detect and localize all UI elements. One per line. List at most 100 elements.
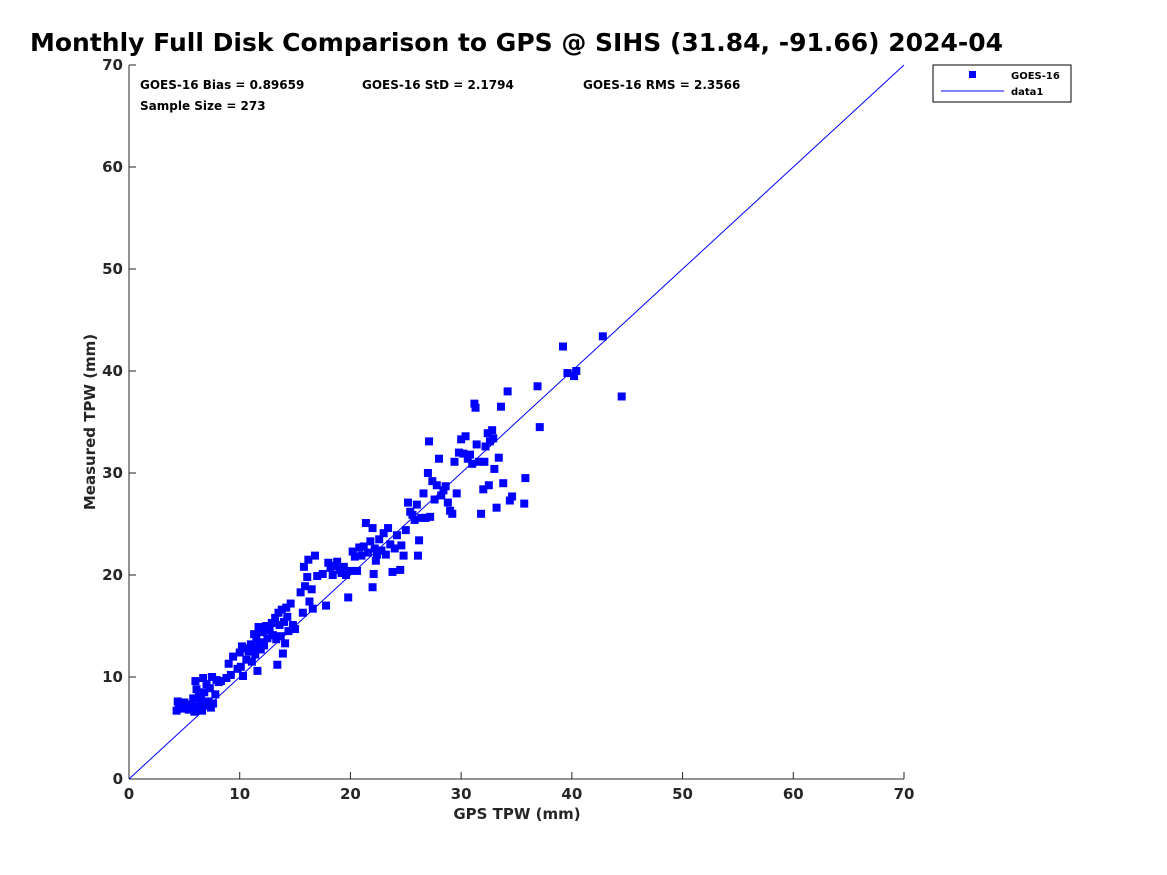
data-point <box>563 369 572 378</box>
legend-box <box>932 64 1072 103</box>
data-point <box>419 489 428 498</box>
data-point <box>468 459 477 468</box>
data-point <box>520 499 529 508</box>
data-point <box>192 685 201 694</box>
data-point <box>499 479 508 488</box>
data-point <box>229 652 238 661</box>
data-point <box>470 399 479 408</box>
legend-label-goes16: GOES-16 <box>1011 71 1060 82</box>
data-point <box>388 567 397 576</box>
data-point <box>392 531 401 540</box>
stat-std: GOES-16 StD = 2.1794 <box>362 78 514 92</box>
data-point <box>250 630 259 639</box>
data-point <box>301 582 310 591</box>
data-point <box>348 547 357 556</box>
data-point <box>483 429 492 438</box>
data-point <box>244 647 253 656</box>
data-point <box>484 481 493 490</box>
data-point <box>318 569 327 578</box>
y-tick-label: 20 <box>102 566 123 584</box>
data-point <box>448 509 457 518</box>
data-point <box>521 474 530 483</box>
data-point <box>257 628 266 637</box>
data-point <box>224 659 233 668</box>
data-point <box>371 556 380 565</box>
data-point <box>421 513 430 522</box>
data-point <box>503 387 512 396</box>
data-point <box>481 442 490 451</box>
data-point <box>441 482 450 491</box>
data-point <box>439 486 448 495</box>
data-point <box>397 541 406 550</box>
data-point <box>408 510 417 519</box>
x-axis-label: GPS TPW (mm) <box>453 805 580 823</box>
data-point <box>303 573 312 582</box>
data-point <box>437 491 446 500</box>
data-point <box>178 699 187 708</box>
y-tick-label: 60 <box>102 158 123 176</box>
data-point <box>368 524 377 533</box>
data-point <box>211 690 220 699</box>
data-point <box>535 423 544 432</box>
data-point <box>492 503 501 512</box>
data-point <box>187 700 195 709</box>
data-point <box>350 552 359 561</box>
data-point <box>410 515 419 524</box>
data-point <box>379 529 388 538</box>
data-point <box>386 540 395 549</box>
data-point <box>194 691 203 700</box>
data-point <box>254 623 263 632</box>
data-point <box>454 448 463 457</box>
data-point <box>173 697 182 706</box>
data-point <box>239 671 248 680</box>
data-point <box>368 583 377 592</box>
data-point <box>299 562 308 571</box>
y-tick-label: 10 <box>102 668 123 686</box>
data-point <box>381 550 390 559</box>
data-point <box>366 537 375 546</box>
data-point <box>342 571 350 579</box>
data-point <box>459 449 468 458</box>
data-point <box>359 542 368 551</box>
data-point <box>256 645 265 654</box>
data-point <box>313 572 322 581</box>
x-tick-label: 20 <box>340 785 361 803</box>
x-tick-label: 50 <box>672 785 693 803</box>
data-point <box>200 688 209 697</box>
data-point <box>472 440 481 449</box>
data-point <box>572 367 581 375</box>
data-point <box>198 706 207 715</box>
data-point <box>423 469 432 477</box>
y-axis-label: Measured TPW (mm) <box>81 334 99 510</box>
y-tick-label: 50 <box>102 260 123 278</box>
data-point <box>251 650 260 659</box>
data-point <box>428 477 437 486</box>
data-point <box>326 563 335 572</box>
data-point <box>489 434 498 443</box>
data-point <box>255 638 264 647</box>
data-point <box>559 342 567 351</box>
data-point <box>337 568 346 577</box>
data-point <box>463 454 472 463</box>
data-point <box>425 437 434 446</box>
x-tick-label: 40 <box>561 785 582 803</box>
y-tick-label: 70 <box>102 56 123 74</box>
data-point <box>204 697 213 706</box>
data-point <box>284 627 293 636</box>
data-point <box>308 604 317 613</box>
data-point <box>273 660 282 669</box>
y-tick-label: 30 <box>102 464 123 482</box>
data-point <box>426 512 435 521</box>
data-point <box>196 695 205 704</box>
data-point <box>304 555 313 564</box>
data-point <box>466 450 474 459</box>
data-point <box>262 622 271 630</box>
series-line-data1 <box>128 64 905 780</box>
data-point <box>417 513 426 522</box>
data-point <box>235 648 244 657</box>
data-point <box>296 588 305 597</box>
data-point <box>333 557 342 566</box>
data-point <box>364 548 373 557</box>
data-point <box>361 518 370 527</box>
data-point <box>328 571 337 579</box>
